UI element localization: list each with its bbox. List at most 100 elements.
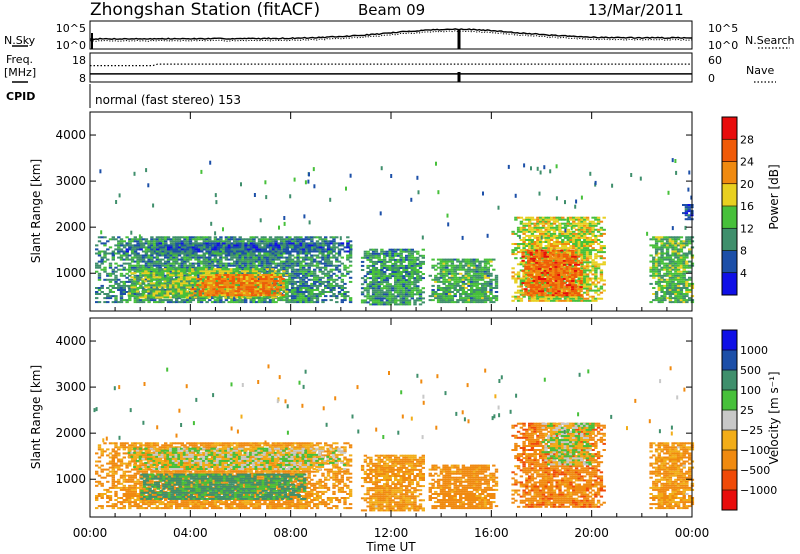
echo-cell	[374, 303, 379, 306]
echo-cell	[445, 268, 449, 271]
echo-cell	[394, 291, 398, 294]
echo-cell	[224, 250, 229, 253]
echo-cell	[213, 238, 218, 241]
echo-cell	[166, 236, 171, 239]
echo-cell	[100, 262, 104, 265]
echo-cell	[182, 278, 187, 281]
echo-cell	[169, 252, 173, 255]
echo-cell	[464, 299, 468, 302]
echo-cell	[198, 286, 202, 289]
echo-cell	[310, 297, 314, 300]
echo-cell	[405, 258, 409, 261]
echo-cell	[472, 280, 477, 283]
echo-cell	[324, 264, 328, 267]
echo-cell	[318, 250, 322, 253]
echo-cell	[530, 299, 535, 302]
echo-cell	[434, 278, 438, 281]
echo-cell	[215, 278, 219, 280]
echo-cell	[207, 288, 211, 291]
echo-cell	[106, 258, 110, 261]
echo-cell	[450, 272, 455, 275]
echo-cell	[304, 258, 309, 261]
echo-cell	[130, 246, 135, 249]
echo-cell	[217, 290, 222, 293]
echo-cell	[216, 299, 220, 302]
echo-cell	[284, 274, 289, 277]
echo-cell	[374, 269, 379, 271]
echo-cell	[241, 301, 245, 304]
echo-cell	[418, 264, 423, 267]
echo-cell	[249, 248, 253, 251]
echo-cell	[533, 222, 537, 225]
echo-cell	[459, 260, 463, 263]
echo-cell	[288, 260, 292, 263]
echo-cell	[188, 254, 193, 257]
echo-cell	[279, 264, 284, 267]
echo-cell	[519, 263, 524, 266]
echo-cell	[146, 274, 151, 277]
echo-cell	[169, 288, 173, 291]
echo-cell	[337, 284, 342, 287]
echo-cell	[470, 276, 474, 279]
echo-cell	[114, 297, 118, 300]
echo-cell	[558, 299, 562, 302]
echo-cell	[201, 290, 205, 293]
echo-cell	[450, 295, 455, 298]
echo-cell	[258, 248, 262, 251]
echo-cell	[519, 261, 524, 264]
echo-cell	[552, 241, 557, 243]
echo-cell	[178, 250, 182, 253]
echo-cell	[467, 266, 471, 269]
echo-cell	[163, 294, 167, 297]
echo-cell	[483, 266, 488, 269]
echo-cell	[169, 256, 173, 259]
echo-cell	[150, 268, 154, 271]
echo-cell	[100, 236, 104, 239]
echo-cell	[238, 264, 242, 267]
echo-cell	[141, 274, 146, 277]
echo-cell	[310, 238, 314, 241]
echo-cell	[447, 270, 452, 273]
echo-cell	[407, 254, 412, 257]
echo-cell	[166, 294, 170, 297]
echo-cell	[552, 299, 557, 302]
echo-cell	[410, 250, 414, 253]
echo-cell	[541, 216, 546, 219]
echo-cell	[139, 299, 143, 302]
echo-cell	[343, 295, 347, 298]
echo-cell	[111, 268, 115, 271]
echo-cell	[453, 276, 457, 279]
echo-cell	[396, 287, 401, 290]
echo-cell	[421, 256, 425, 259]
echo-cell	[363, 287, 368, 290]
echo-cell	[550, 236, 554, 239]
echo-cell	[296, 264, 300, 267]
echo-cell	[360, 293, 365, 296]
echo-cell	[200, 246, 204, 249]
echo-cell	[171, 280, 176, 283]
echo-cell	[539, 230, 543, 233]
echo-cell	[141, 268, 146, 271]
echo-cell	[219, 244, 223, 247]
echo-cell	[222, 242, 226, 245]
echo-cell	[266, 272, 270, 275]
echo-cell	[369, 297, 373, 300]
echo-cell	[199, 254, 204, 257]
echo-cell	[318, 284, 322, 287]
echo-cell	[326, 272, 331, 275]
echo-cell	[536, 293, 540, 296]
echo-cell	[552, 236, 557, 239]
echo-cell	[486, 268, 490, 271]
echo-cell	[483, 262, 488, 265]
echo-cell	[547, 241, 551, 243]
echo-cell	[293, 299, 298, 302]
echo-cell	[119, 299, 124, 302]
echo-cell	[377, 293, 381, 296]
echo-cell	[191, 236, 195, 239]
echo-cell	[385, 289, 390, 292]
echo-cell	[396, 303, 401, 306]
echo-cell	[315, 299, 320, 302]
echo-cell	[133, 240, 137, 243]
echo-cell	[241, 299, 245, 302]
echo-cell	[528, 295, 532, 298]
